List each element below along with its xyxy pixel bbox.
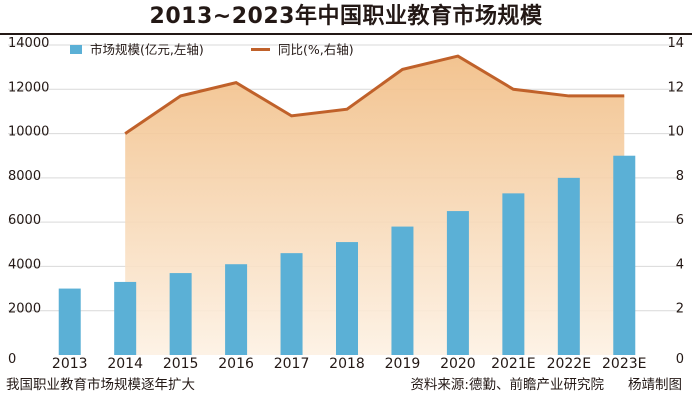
x-tick-label: 2017	[274, 356, 310, 372]
bar-2023E	[613, 155, 636, 355]
bar-series	[58, 155, 636, 355]
left-tick-label: 14000	[8, 36, 49, 51]
left-tick-label: 2000	[8, 302, 41, 317]
x-tick-label: 2019	[385, 356, 421, 372]
right-tick-label: 4	[676, 257, 684, 272]
line-series	[124, 54, 625, 135]
title-divider	[0, 33, 692, 35]
bar-2017	[280, 253, 303, 355]
right-tick-label: 8	[676, 169, 684, 184]
bar-2021E	[502, 193, 525, 355]
left-tick-label: 8000	[8, 169, 41, 184]
bar-2014	[114, 281, 137, 355]
x-axis: 2013 2014 2015 2016 2017 2018 2019 2020 2021E 202…	[52, 356, 647, 372]
x-tick-label: 2014	[107, 356, 143, 372]
footer-author: 杨靖制图	[628, 377, 682, 393]
legend-bar-label: 市场规模(亿元,左轴)	[90, 42, 204, 57]
bar-2015	[169, 273, 192, 355]
left-tick-label: 4000	[8, 257, 41, 272]
right-axis: 0 2 4 6 8 10 12 14	[667, 36, 684, 367]
left-tick-label: 12000	[8, 80, 49, 95]
legend: 市场规模(亿元,左轴) 同比(%,右轴)	[70, 42, 354, 57]
growth-area	[125, 56, 625, 355]
right-tick-label: 10	[667, 125, 684, 140]
legend-bar-swatch	[70, 45, 82, 54]
left-axis: 0 2000 4000 6000 8000 10000 12000 14000	[8, 36, 49, 367]
left-tick-label: 6000	[8, 213, 41, 228]
left-tick-label: 0	[8, 352, 16, 367]
footer-caption: 我国职业教育市场规模逐年扩大	[6, 377, 195, 393]
x-tick-label: 2016	[218, 356, 254, 372]
growth-area-fill	[125, 56, 625, 355]
x-tick-label: 2013	[52, 356, 88, 372]
x-tick-label: 2022E	[547, 356, 591, 372]
right-tick-label: 12	[667, 80, 684, 95]
right-tick-label: 2	[676, 302, 684, 317]
bar-2013	[58, 288, 81, 355]
growth-line	[124, 54, 625, 135]
x-tick-label: 2018	[329, 356, 365, 372]
x-tick-label: 2015	[163, 356, 199, 372]
chart-title: 2013~2023年中国职业教育市场规模	[149, 4, 543, 29]
bar-2019	[391, 226, 414, 355]
x-tick-label: 2023E	[602, 356, 646, 372]
x-tick-label: 2020	[440, 356, 476, 372]
footer-credits: 资料来源:德勤、前瞻产业研究院 杨靖制图	[410, 374, 682, 396]
bar-2016	[225, 264, 248, 355]
left-tick-label: 10000	[8, 125, 49, 140]
footer-source: 资料来源:德勤、前瞻产业研究院	[410, 377, 604, 393]
right-tick-label: 6	[676, 213, 684, 228]
x-tick-label: 2021E	[491, 356, 535, 372]
legend-line-label: 同比(%,右轴)	[278, 42, 354, 57]
right-tick-label: 0	[676, 352, 684, 367]
right-tick-label: 14	[667, 36, 684, 51]
bar-2020	[446, 211, 469, 355]
bar-2018	[336, 242, 358, 355]
bar-2022E	[557, 177, 580, 355]
